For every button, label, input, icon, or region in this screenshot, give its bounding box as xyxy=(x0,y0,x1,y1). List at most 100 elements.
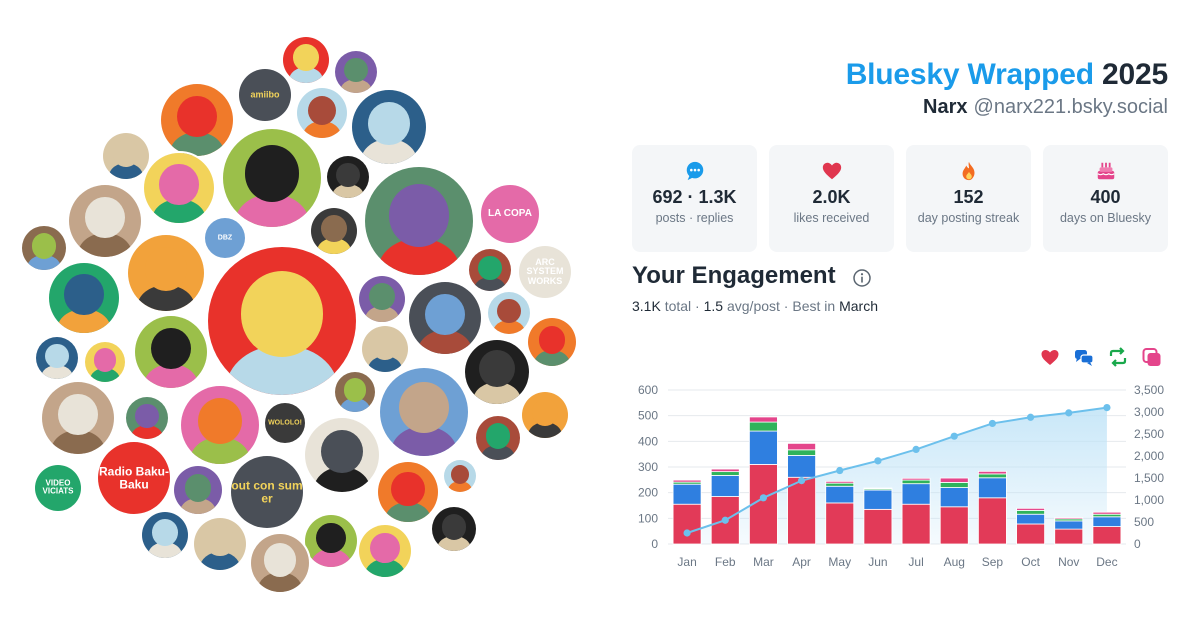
cumulative-point xyxy=(797,477,806,485)
y2-tick-label: 1,000 xyxy=(1134,493,1164,507)
follower-avatar[interactable] xyxy=(463,338,531,406)
follower-avatar[interactable] xyxy=(133,314,209,390)
stat-label: posts · replies xyxy=(655,211,734,225)
user-handle: @narx221.bsky.social xyxy=(973,96,1168,118)
follower-avatar[interactable] xyxy=(376,460,440,524)
follower-avatar[interactable] xyxy=(83,340,127,384)
follower-avatar[interactable] xyxy=(295,86,349,140)
follower-avatar[interactable] xyxy=(360,324,410,374)
reposts-bar-segment xyxy=(787,449,816,456)
follower-avatar[interactable]: ARC SYSTEM WORKS xyxy=(517,244,573,300)
replies-legend-icon[interactable] xyxy=(1073,346,1095,368)
avatar-text: VIDEO VICIATS xyxy=(42,478,74,496)
follower-avatar[interactable] xyxy=(20,224,68,272)
x-tick-label: Jul xyxy=(908,555,923,569)
cumulative-point xyxy=(1065,409,1073,417)
follower-avatar[interactable] xyxy=(333,49,379,95)
follower-avatar[interactable] xyxy=(101,131,151,181)
stat-card-posts: 692 · 1.3K posts · replies xyxy=(632,145,757,252)
reposts-legend-icon[interactable] xyxy=(1107,346,1129,368)
y-tick-label: 400 xyxy=(638,434,658,448)
quotes-bar-segment xyxy=(978,470,1007,475)
follower-avatar[interactable] xyxy=(221,127,323,229)
quotes-legend-icon[interactable] xyxy=(1141,346,1163,368)
follower-avatar[interactable] xyxy=(520,390,570,440)
x-tick-label: Oct xyxy=(1021,555,1040,569)
info-icon[interactable] xyxy=(852,268,872,288)
follower-avatar[interactable] xyxy=(333,370,377,414)
heart-icon xyxy=(822,162,841,180)
follower-avatar[interactable]: VIDEO VICIATS xyxy=(33,463,83,513)
follower-avatar[interactable] xyxy=(467,247,513,293)
follower-avatar[interactable] xyxy=(159,82,235,158)
replies-bar-segment xyxy=(1016,513,1045,525)
likes-bar-segment xyxy=(1092,526,1122,545)
follower-avatar[interactable] xyxy=(192,516,248,572)
follower-avatar[interactable]: Radio Baku-Baku xyxy=(96,440,172,516)
cumulative-point xyxy=(912,445,920,453)
stat-card-days: 400 days on Bluesky xyxy=(1043,145,1168,252)
x-tick-label: Nov xyxy=(1058,555,1079,569)
follower-avatar[interactable] xyxy=(142,151,216,225)
engagement-chart: 0 100 200 300 400 500 600 0 500 1,000 1,500 2,000 2,… xyxy=(638,383,1164,569)
follower-avatar[interactable] xyxy=(179,384,261,466)
avatar-text: ARC SYSTEM WORKS xyxy=(526,256,564,286)
stat-value: 692 · 1.3K xyxy=(652,187,737,207)
replies-bar-segment xyxy=(710,475,740,497)
speech-bubble-icon xyxy=(686,161,703,181)
follower-avatar[interactable] xyxy=(350,88,428,166)
follower-avatar[interactable] xyxy=(47,261,121,335)
follower-avatar[interactable] xyxy=(172,464,224,516)
x-tick-label: Jun xyxy=(868,555,887,569)
follower-avatar[interactable] xyxy=(357,274,407,324)
follower-avatar[interactable]: amiibo xyxy=(237,67,293,123)
quotes-bar-segment xyxy=(1016,507,1045,511)
replies-bar-segment xyxy=(787,455,816,478)
cumulative-point xyxy=(1026,413,1035,421)
y2-tick-label: 3,500 xyxy=(1134,383,1164,397)
follower-avatar[interactable]: out con sum er xyxy=(229,454,305,530)
follower-avatar[interactable] xyxy=(124,395,170,441)
avatar-text: Radio Baku-Baku xyxy=(98,464,169,491)
follower-avatar[interactable] xyxy=(325,154,371,200)
follower-avatar[interactable] xyxy=(309,206,359,256)
reposts-bar-segment xyxy=(749,421,778,432)
follower-avatar[interactable] xyxy=(363,165,475,277)
follower-avatar[interactable]: WOLOLO! xyxy=(263,401,307,445)
follower-avatar[interactable] xyxy=(442,458,478,494)
avatar-text: amiibo xyxy=(250,89,280,100)
replies-bar-segment xyxy=(825,485,855,504)
likes-bar-segment xyxy=(825,502,855,545)
quotes-bar-segment xyxy=(749,416,778,423)
follower-avatar[interactable] xyxy=(526,316,578,368)
y-tick-label: 500 xyxy=(638,409,658,423)
follower-avatar[interactable] xyxy=(486,290,532,336)
quotes-bar-segment xyxy=(710,468,740,473)
x-tick-label: May xyxy=(828,555,851,569)
follower-avatar[interactable] xyxy=(140,510,190,560)
cumulative-line xyxy=(686,406,1108,534)
follower-avatar[interactable] xyxy=(206,245,358,397)
follower-avatar[interactable] xyxy=(474,414,522,462)
follower-avatar[interactable] xyxy=(303,416,381,494)
follower-avatar[interactable] xyxy=(303,513,359,569)
follower-avatar[interactable] xyxy=(249,532,311,594)
quotes-bar-segment xyxy=(901,477,931,481)
follower-avatar[interactable] xyxy=(34,335,80,381)
replies-bar-segment xyxy=(1054,520,1084,530)
cumulative-point xyxy=(721,516,729,524)
follower-avatar[interactable]: LA COPA xyxy=(479,183,541,245)
follower-avatar[interactable] xyxy=(430,505,478,553)
follower-avatar[interactable] xyxy=(126,233,206,313)
quotes-bar-segment xyxy=(825,480,855,484)
follower-avatar[interactable] xyxy=(378,366,470,458)
reposts-bar-segment xyxy=(901,479,931,485)
quotes-bar-segment xyxy=(787,442,816,451)
y2-tick-label: 2,500 xyxy=(1134,427,1164,441)
cumulative-point xyxy=(874,457,882,465)
reposts-bar-segment xyxy=(939,482,969,488)
y-tick-label: 200 xyxy=(638,486,658,500)
follower-avatar[interactable] xyxy=(357,523,413,579)
x-tick-label: Apr xyxy=(792,555,811,569)
likes-legend-icon[interactable] xyxy=(1039,346,1061,368)
